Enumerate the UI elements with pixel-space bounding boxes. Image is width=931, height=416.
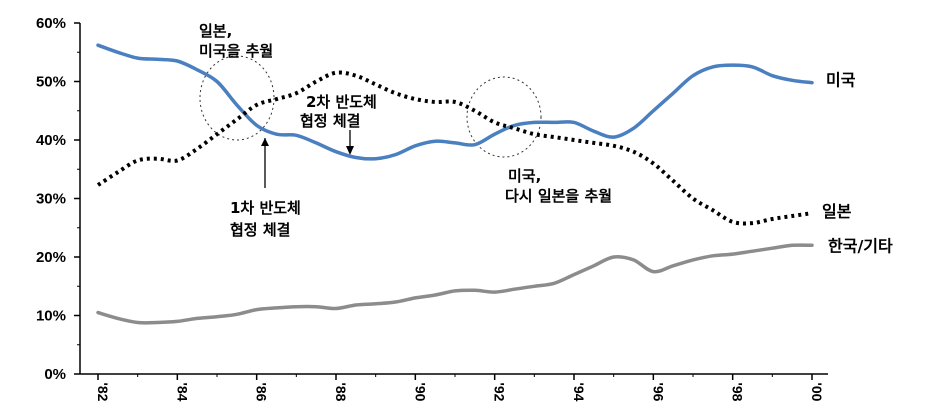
x-tick-label: '84 — [174, 383, 190, 402]
x-tick-label: '98 — [730, 383, 746, 402]
annotation-circle-2 — [466, 76, 542, 158]
x-tick-label: '94 — [571, 383, 587, 402]
x-tick-label: '90 — [412, 383, 428, 402]
labels: 0% 10% 20% 30% 40% 50% 60% '82 '84 '86 '88 '90 '92 '9… — [36, 15, 893, 402]
y-tick-label: 50% — [36, 74, 66, 91]
x-tick-label: '86 — [254, 383, 270, 402]
axes — [74, 22, 828, 380]
series-layer — [96, 43, 814, 325]
series-label-0: 미국 — [826, 71, 856, 90]
x-tick-label: '88 — [333, 383, 349, 402]
annotation-circle-1 — [199, 55, 275, 141]
annotation-shapes — [199, 55, 542, 188]
annotation-text-2-line-0: 1차 반도체 — [230, 199, 301, 217]
annotation-text-1-line-0: 2차 반도체 — [306, 93, 377, 111]
arrow-head — [346, 146, 354, 155]
series-line-2 — [96, 243, 814, 325]
series-line-0 — [96, 43, 814, 161]
arrow-second-agreement — [346, 130, 354, 155]
y-tick-label: 60% — [36, 15, 66, 32]
annotation-text-2-line-1: 협정 체결 — [230, 221, 290, 239]
series-line-1 — [96, 70, 813, 226]
x-tick-label: '00 — [809, 383, 825, 402]
y-tick-label: 30% — [36, 191, 66, 208]
annotation-text-0-line-1: 미국을 추월 — [199, 42, 273, 60]
annotation-text-3-line-1: 다시 일본을 추월 — [505, 187, 612, 205]
x-tick-label: '92 — [492, 383, 508, 402]
annotation-text-1-line-1: 협정 체결 — [300, 112, 360, 130]
y-tick-label: 20% — [36, 249, 66, 266]
x-tick-label: '96 — [650, 383, 666, 402]
y-tick-label: 10% — [36, 308, 66, 325]
series-label-2: 한국/기타 — [828, 236, 893, 255]
arrow-head — [261, 138, 269, 146]
series-label-1: 일본 — [822, 202, 852, 221]
arrow-first-agreement — [261, 138, 269, 188]
y-tick-label: 40% — [36, 132, 66, 149]
annotation-text-3-line-0: 미국, — [508, 167, 541, 185]
annotation-text-0-line-0: 일본, — [199, 22, 232, 40]
y-tick-label: 0% — [44, 366, 66, 383]
x-tick-label: '82 — [95, 383, 111, 402]
